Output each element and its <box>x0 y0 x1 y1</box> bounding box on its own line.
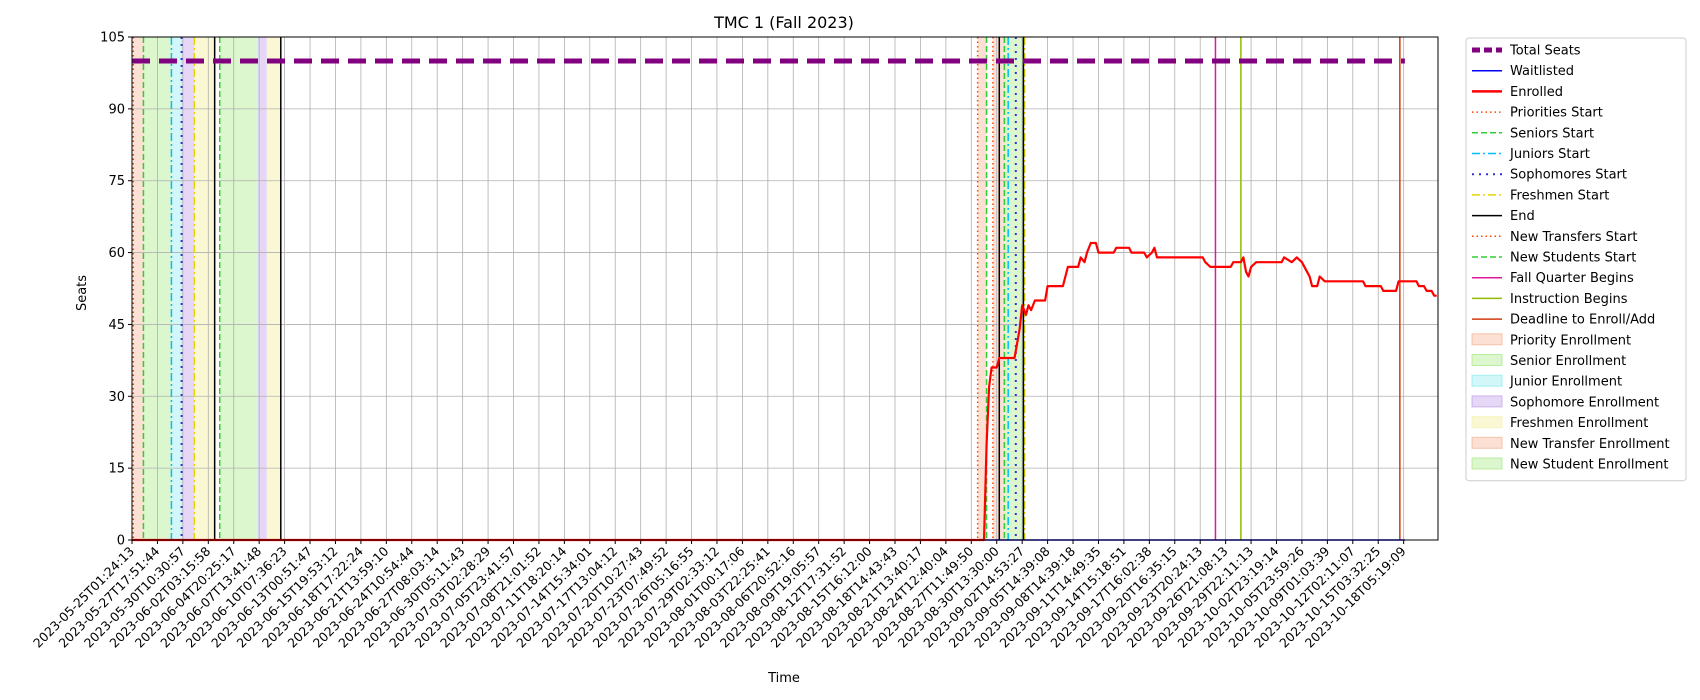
shaded-region <box>257 37 267 540</box>
legend-swatch <box>1471 374 1503 387</box>
legend-label: New Students Start <box>1510 251 1636 266</box>
legend: Total Seats Waitlisted Enrolled Priorities … <box>1465 37 1687 482</box>
legend-label: Waitlisted <box>1510 64 1574 79</box>
y-tick-label: 90 <box>108 102 125 117</box>
x-ticks: 2023-05-25T01:24:132023-05-27T17:51:4420… <box>30 540 1409 651</box>
legend-label: Sophomore Enrollment <box>1510 395 1659 410</box>
shaded-region <box>181 37 195 540</box>
shaded-region <box>977 37 987 540</box>
plot-border <box>131 36 1439 541</box>
y-tick-label: 75 <box>108 174 125 189</box>
chart-title: TMC 1 (Fall 2023) <box>713 13 854 32</box>
legend-label: Seniors Start <box>1510 126 1594 141</box>
shaded-region <box>171 37 182 540</box>
legend-label: New Student Enrollment <box>1510 458 1668 473</box>
shaded-region <box>266 37 281 540</box>
legend-label: Deadline to Enroll/Add <box>1510 313 1655 328</box>
y-ticks: 0 15 30 45 60 75 90 105 <box>100 31 132 549</box>
legend-label: New Transfer Enrollment <box>1510 437 1670 452</box>
shaded-region <box>1004 37 1024 540</box>
legend-label: Juniors Start <box>1509 147 1590 162</box>
legend-swatch <box>1471 436 1503 449</box>
shaded-region <box>133 37 144 540</box>
legend-label: Priority Enrollment <box>1510 333 1631 348</box>
legend-box <box>1465 37 1687 482</box>
legend-swatch <box>1471 416 1503 429</box>
legend-swatch <box>1471 395 1503 408</box>
legend-label: Senior Enrollment <box>1510 354 1626 369</box>
shaded-region <box>219 37 257 540</box>
y-tick-label: 30 <box>108 390 125 405</box>
legend-label: Instruction Begins <box>1510 292 1628 307</box>
series-line <box>132 241 1437 542</box>
grid <box>131 36 1438 541</box>
legend-label: Freshmen Enrollment <box>1510 416 1648 431</box>
legend-label: Freshmen Start <box>1510 188 1609 203</box>
shaded-region <box>194 37 215 540</box>
y-tick-label: 0 <box>117 534 125 549</box>
shaded-region <box>256 37 258 540</box>
legend-label: Enrolled <box>1510 85 1563 100</box>
y-tick-label: 15 <box>108 462 125 477</box>
y-tick-label: 60 <box>108 246 125 261</box>
legend-swatch <box>1471 457 1503 470</box>
event-lines <box>132 37 1401 540</box>
legend-label: End <box>1510 209 1535 224</box>
plot-frame <box>131 36 1439 541</box>
y-tick-label: 45 <box>108 318 125 333</box>
legend-label: Priorities Start <box>1510 106 1603 121</box>
y-axis-label: Seats <box>75 275 90 311</box>
shaded-regions <box>133 37 1024 540</box>
legend-label: Junior Enrollment <box>1509 375 1622 390</box>
legend-label: Fall Quarter Begins <box>1510 271 1634 286</box>
legend-label: Sophomores Start <box>1510 168 1627 183</box>
legend-label: Total Seats <box>1509 44 1581 59</box>
legend-label: New Transfers Start <box>1510 230 1637 245</box>
legend-swatch <box>1471 333 1503 346</box>
x-axis-label: Time <box>767 671 800 686</box>
y-tick-label: 105 <box>100 31 125 46</box>
legend-swatch <box>1471 354 1503 366</box>
